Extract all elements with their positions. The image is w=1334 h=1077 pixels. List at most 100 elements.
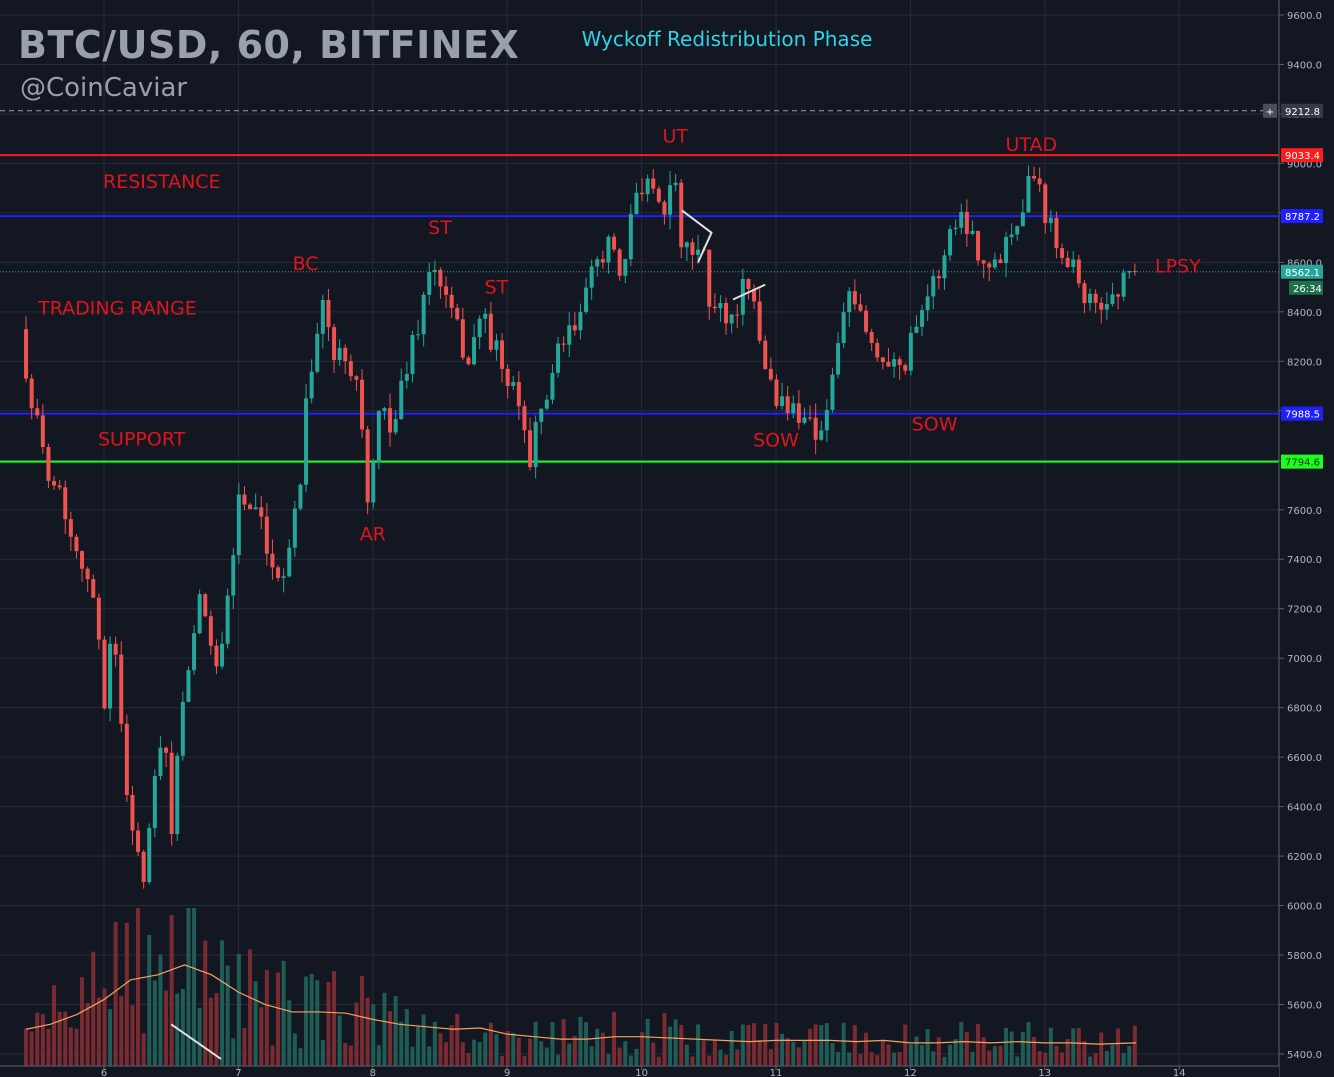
volume-bar [522, 1055, 527, 1066]
volume-bar [203, 940, 208, 1066]
volume-bar [808, 1028, 813, 1066]
candle-body [348, 361, 353, 377]
price-tick-label: 5600.0 [1287, 1001, 1322, 1012]
candle-body [959, 211, 964, 228]
volume-bar [600, 1032, 605, 1066]
candle-body [68, 519, 73, 537]
countdown-badge: 26:34 [1293, 284, 1322, 295]
candle-body [136, 830, 141, 852]
volume-bar [578, 1016, 583, 1066]
time-axis[interactable]: 6 7 8 9 10 11 12 13 14 [0, 1065, 1279, 1077]
candle-body [304, 398, 309, 485]
candle-body [522, 406, 527, 431]
volume-bar [276, 972, 281, 1066]
volume-bar [124, 922, 129, 1066]
candle-body [746, 279, 751, 289]
level-price-badge: 7794.6 [1285, 458, 1320, 469]
candle-body [264, 516, 269, 554]
candle-body [315, 333, 320, 372]
time-tick-label: 14 [1173, 1068, 1186, 1077]
trend-drawings[interactable] [170, 209, 766, 1060]
candle-body [152, 775, 157, 829]
candle-body [449, 294, 454, 308]
candle-body [841, 312, 846, 344]
candle-body [203, 594, 208, 617]
annotations: RESISTANCE TRADING RANGE SUPPORT BC ST ST AR UT… [37, 125, 1201, 545]
plus-icon[interactable]: + [1266, 107, 1274, 118]
candle-body [1071, 259, 1076, 267]
trend-line[interactable] [170, 1023, 222, 1060]
candle-body [477, 318, 482, 338]
candle-body [52, 480, 57, 486]
candle-body [460, 319, 465, 358]
volume-bar [477, 1042, 482, 1066]
candle-body [886, 361, 891, 367]
candle-body [544, 399, 549, 409]
candle-body [511, 382, 516, 386]
volume-bars [24, 908, 1137, 1066]
volume-bar [1121, 1052, 1126, 1066]
volume-bar [942, 1056, 947, 1066]
candle-body [752, 288, 757, 302]
volume-bar [85, 1003, 90, 1066]
level-price-badge-bg [1281, 148, 1323, 163]
volume-bar [74, 1028, 79, 1066]
volume-bar [175, 993, 180, 1066]
volume-bar [80, 977, 85, 1066]
volume-bar [169, 914, 174, 1066]
candle-body [57, 485, 62, 488]
volume-bar [432, 1021, 437, 1066]
candle-body [119, 654, 124, 724]
candle-body [724, 303, 729, 324]
candle-body [589, 266, 594, 288]
price-tick-label: 6400.0 [1287, 803, 1322, 814]
volume-bar [1037, 1051, 1042, 1066]
candle-body [80, 551, 85, 569]
price-axis[interactable]: 5400.0 5600.0 5800.0 6000.0 6200.0 6400.0 6600… [1278, 0, 1334, 1077]
volume-bar [684, 1044, 689, 1066]
candle-body [208, 616, 213, 646]
volume-bar [864, 1032, 869, 1066]
annotation-label: TRADING RANGE [37, 297, 197, 319]
trend-line[interactable] [732, 283, 766, 301]
volume-bar [746, 1025, 751, 1066]
candle-body [550, 372, 555, 400]
candle-body [606, 236, 611, 263]
candle-body [819, 430, 824, 440]
annotation-label: RESISTANCE [103, 171, 221, 193]
volume-bar [936, 1037, 941, 1066]
volume-bar [992, 1046, 997, 1066]
candle-body [220, 643, 225, 667]
candle-body [455, 307, 460, 320]
candle-body [1060, 248, 1065, 258]
candle-body [113, 643, 118, 655]
volume-bar [656, 1056, 661, 1066]
volume-bar [326, 981, 331, 1066]
candle-body [690, 242, 695, 255]
volume-bar [959, 1021, 964, 1066]
candle-body [796, 403, 801, 423]
candle-body [684, 242, 689, 248]
level-price-badge: 8787.2 [1285, 212, 1320, 223]
annotation-label: AR [360, 524, 386, 546]
volume-bar [466, 1052, 471, 1066]
level-price-badge-bg [1281, 454, 1323, 469]
candle-body [640, 192, 645, 195]
candle-body [897, 359, 902, 366]
volume-bar [925, 1029, 930, 1066]
volume-bar [298, 1048, 303, 1066]
candle-body [1009, 234, 1014, 238]
candle-body [740, 279, 745, 315]
candle-body [427, 272, 432, 295]
price-tick-label: 9600.0 [1287, 11, 1322, 22]
crosshair-plus-button-bg[interactable] [1263, 103, 1277, 118]
volume-bar [40, 1014, 45, 1066]
volume-bar [253, 981, 258, 1066]
trend-line[interactable] [681, 209, 713, 263]
horizontal-levels[interactable] [0, 110, 1279, 463]
candle-body [914, 326, 919, 333]
volume-bar [584, 1022, 589, 1066]
volume-bar [712, 1040, 717, 1066]
price-tick-label: 7000.0 [1287, 654, 1322, 665]
